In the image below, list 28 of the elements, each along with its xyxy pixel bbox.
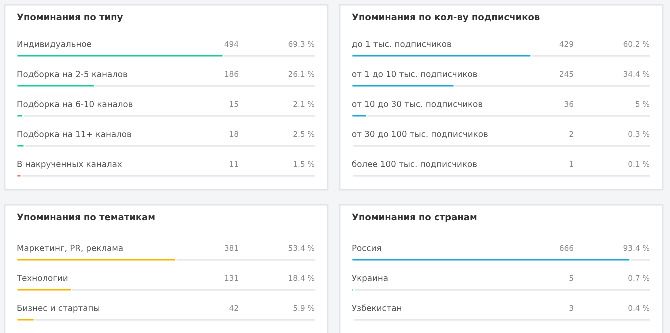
y-tick-label: Технологии	[16, 275, 68, 282]
bar	[17, 174, 22, 178]
y-tick-label: от 1 до 10 тыс. подписчиков	[352, 71, 478, 78]
chart-title: Упоминания по странам	[352, 214, 477, 222]
y-tick-label: Индивидуальное	[18, 41, 92, 49]
bar	[17, 114, 24, 118]
y-tick-label: Узбекистан	[352, 304, 402, 312]
y-tick-label: от 30 до 100 тыс. подписчиков	[352, 131, 488, 138]
bar	[17, 84, 96, 88]
y-tick-label: В накрученных каналах	[18, 161, 122, 169]
y-tick-label: Подборка на 11+ каналов	[18, 130, 132, 140]
y-tick-label: до 1 тыс. подписчиков	[352, 41, 452, 48]
y-tick-label: Россия	[352, 245, 382, 252]
chart-title: Упоминания по типу	[17, 14, 124, 22]
y-tick-label: более 100 тыс. подписчиков	[352, 160, 477, 168]
bar	[352, 54, 532, 58]
bar	[352, 84, 456, 88]
y-tick-label: Бизнес и стартапы	[18, 305, 100, 313]
y-tick-label: Подборка на 2-5 каналов	[18, 70, 128, 80]
bar	[17, 144, 26, 148]
y-tick-label: Маркетинг, PR, реклама	[18, 245, 123, 253]
bar	[17, 54, 224, 58]
chart-title: Упоминания по тематикам	[17, 214, 155, 221]
y-tick-label: Подборка на 6-10 каналов	[18, 100, 133, 110]
y-tick-label: от 10 до 30 тыс. подписчиков	[352, 101, 483, 108]
y-tick-label: Украина	[352, 275, 388, 283]
chart-title: Упоминания по кол-ву подписчиков	[352, 14, 540, 22]
bar	[352, 114, 368, 118]
